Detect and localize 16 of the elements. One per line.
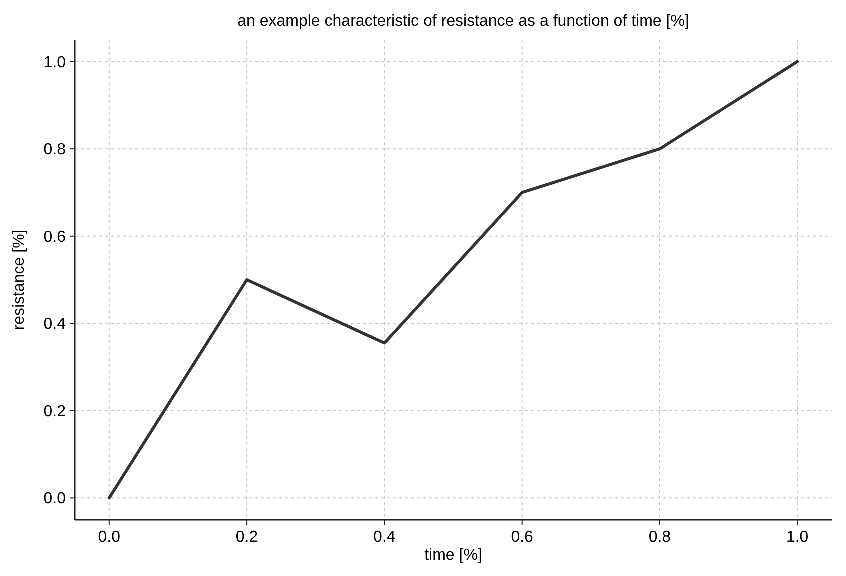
y-tick-label: 0.4 [44, 316, 66, 334]
x-tick-label: 0.2 [236, 529, 258, 546]
x-tick-label: 0.6 [511, 529, 534, 546]
line-series [108, 60, 800, 500]
x-tick-label: 0.8 [648, 529, 672, 546]
chart-title: an example characteristic of resistance as a function of time [%] [238, 13, 690, 30]
y-tick-label: 0.0 [44, 490, 66, 508]
x-tick-label: 0.4 [374, 529, 396, 546]
y-tick-label: 0.8 [44, 142, 66, 159]
x-axis-title: time [%] [424, 547, 482, 564]
y-axis-title: resistance [%] [11, 230, 28, 330]
y-tick-label: 0.6 [44, 228, 66, 246]
y-tick-label: 0.2 [44, 403, 66, 420]
x-tick-label: 1.0 [786, 529, 809, 546]
x-tick-label: 0.0 [98, 529, 121, 546]
y-tick-label: 1.0 [44, 54, 66, 72]
